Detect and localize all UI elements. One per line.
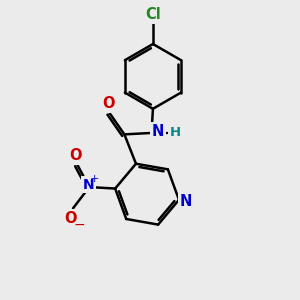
Text: N: N [83, 178, 94, 192]
Text: N: N [179, 194, 192, 209]
Text: O: O [102, 96, 114, 111]
Text: −: − [74, 218, 85, 232]
Text: O: O [64, 211, 77, 226]
Text: H: H [170, 126, 181, 140]
Text: N: N [152, 124, 164, 139]
Text: O: O [69, 148, 81, 163]
Text: +: + [90, 174, 99, 184]
Text: Cl: Cl [145, 7, 161, 22]
